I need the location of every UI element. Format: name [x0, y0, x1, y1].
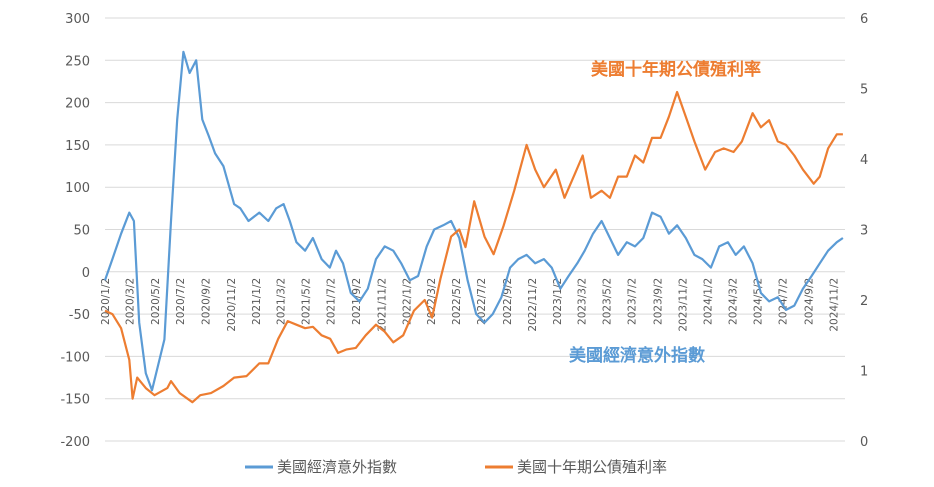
- x-tick-label: 2020/5/2: [150, 278, 162, 325]
- x-axis-ticks: 2020/1/2 2020/3/2 2020/5/2 2020/7/2 2020/9/2…: [100, 278, 840, 332]
- y-left-tick-label: 100: [65, 181, 90, 196]
- x-tick-label: 2024/1/2: [703, 278, 715, 325]
- x-tick-label: 2021/3/2: [275, 278, 287, 325]
- x-tick-label: 2022/9/2: [502, 278, 514, 325]
- x-tick-label: 2021/5/2: [300, 278, 312, 325]
- y-right-tick-label: 4: [860, 153, 868, 168]
- series-line-surprise-index: [103, 50, 844, 392]
- legend-label-surprise: 美國經濟意外指數: [277, 458, 397, 476]
- x-tick-label: 2021/11/2: [376, 278, 388, 332]
- y-left-tick-label: 250: [65, 54, 90, 69]
- y-right-tick-label: 3: [860, 224, 868, 239]
- y-left-tick-label: -100: [60, 350, 90, 365]
- legend-label-yield: 美國十年期公債殖利率: [517, 458, 667, 476]
- x-tick-label: 2023/3/2: [576, 278, 588, 325]
- y-right-tick-label: 0: [860, 435, 868, 450]
- y-right-tick-label: 6: [860, 12, 868, 27]
- annotation-surprise: 美國經濟意外指數: [569, 345, 705, 366]
- y-left-tick-label: 300: [65, 12, 90, 27]
- y-left-tick-label: 200: [65, 97, 90, 112]
- x-tick-label: 2023/5/2: [602, 278, 614, 325]
- x-tick-label: 2021/1/2: [251, 278, 263, 325]
- x-tick-label: 2023/7/2: [627, 278, 639, 325]
- y-left-tick-label: 50: [73, 224, 90, 239]
- y-right-tick-label: 1: [860, 365, 868, 380]
- y-right-tick-label: 2: [860, 294, 868, 309]
- x-tick-label: 2020/9/2: [201, 278, 213, 325]
- y-left-tick-label: -150: [60, 393, 90, 408]
- y-left-tick-label: 150: [65, 139, 90, 154]
- x-tick-label: 2020/11/2: [226, 278, 238, 332]
- x-tick-label: 2020/7/2: [175, 278, 187, 325]
- annotation-yield: 美國十年期公債殖利率: [591, 59, 761, 80]
- x-tick-label: 2022/3/2: [426, 278, 438, 325]
- y-left-tick-label: -50: [69, 308, 90, 323]
- right-y-axis-ticks: 0 1 2 3 4 5 6: [860, 12, 868, 450]
- x-tick-label: 2020/1/2: [100, 278, 112, 325]
- left-y-axis-ticks: -200 -150 -100 -50 0 50 100 150 200 250 300: [60, 12, 90, 450]
- x-tick-label: 2024/11/2: [828, 278, 840, 332]
- x-tick-label: 2024/5/2: [753, 278, 765, 325]
- x-tick-label: 2021/9/2: [351, 278, 363, 325]
- y-left-tick-label: -200: [60, 435, 90, 450]
- x-tick-label: 2020/3/2: [125, 278, 137, 325]
- legend: 美國經濟意外指數 美國十年期公債殖利率: [245, 458, 667, 476]
- y-left-tick-label: 0: [82, 266, 90, 281]
- series-line-10y-yield: [104, 90, 843, 404]
- x-tick-label: 2024/9/2: [803, 278, 815, 325]
- series-lines: [103, 50, 844, 404]
- x-tick-label: 2023/11/2: [677, 278, 689, 332]
- x-tick-label: 2024/7/2: [778, 278, 790, 325]
- x-tick-label: 2021/7/2: [326, 278, 338, 325]
- gridlines: [105, 17, 845, 442]
- x-tick-label: 2022/1/2: [402, 278, 414, 325]
- x-tick-label: 2023/9/2: [652, 278, 664, 325]
- x-tick-label: 2024/3/2: [727, 278, 739, 325]
- x-tick-label: 2022/7/2: [476, 278, 488, 325]
- x-tick-label: 2023/1/2: [552, 278, 564, 325]
- y-right-tick-label: 5: [860, 83, 868, 98]
- x-tick-label: 2022/11/2: [527, 278, 539, 332]
- x-tick-label: 2022/5/2: [451, 278, 463, 325]
